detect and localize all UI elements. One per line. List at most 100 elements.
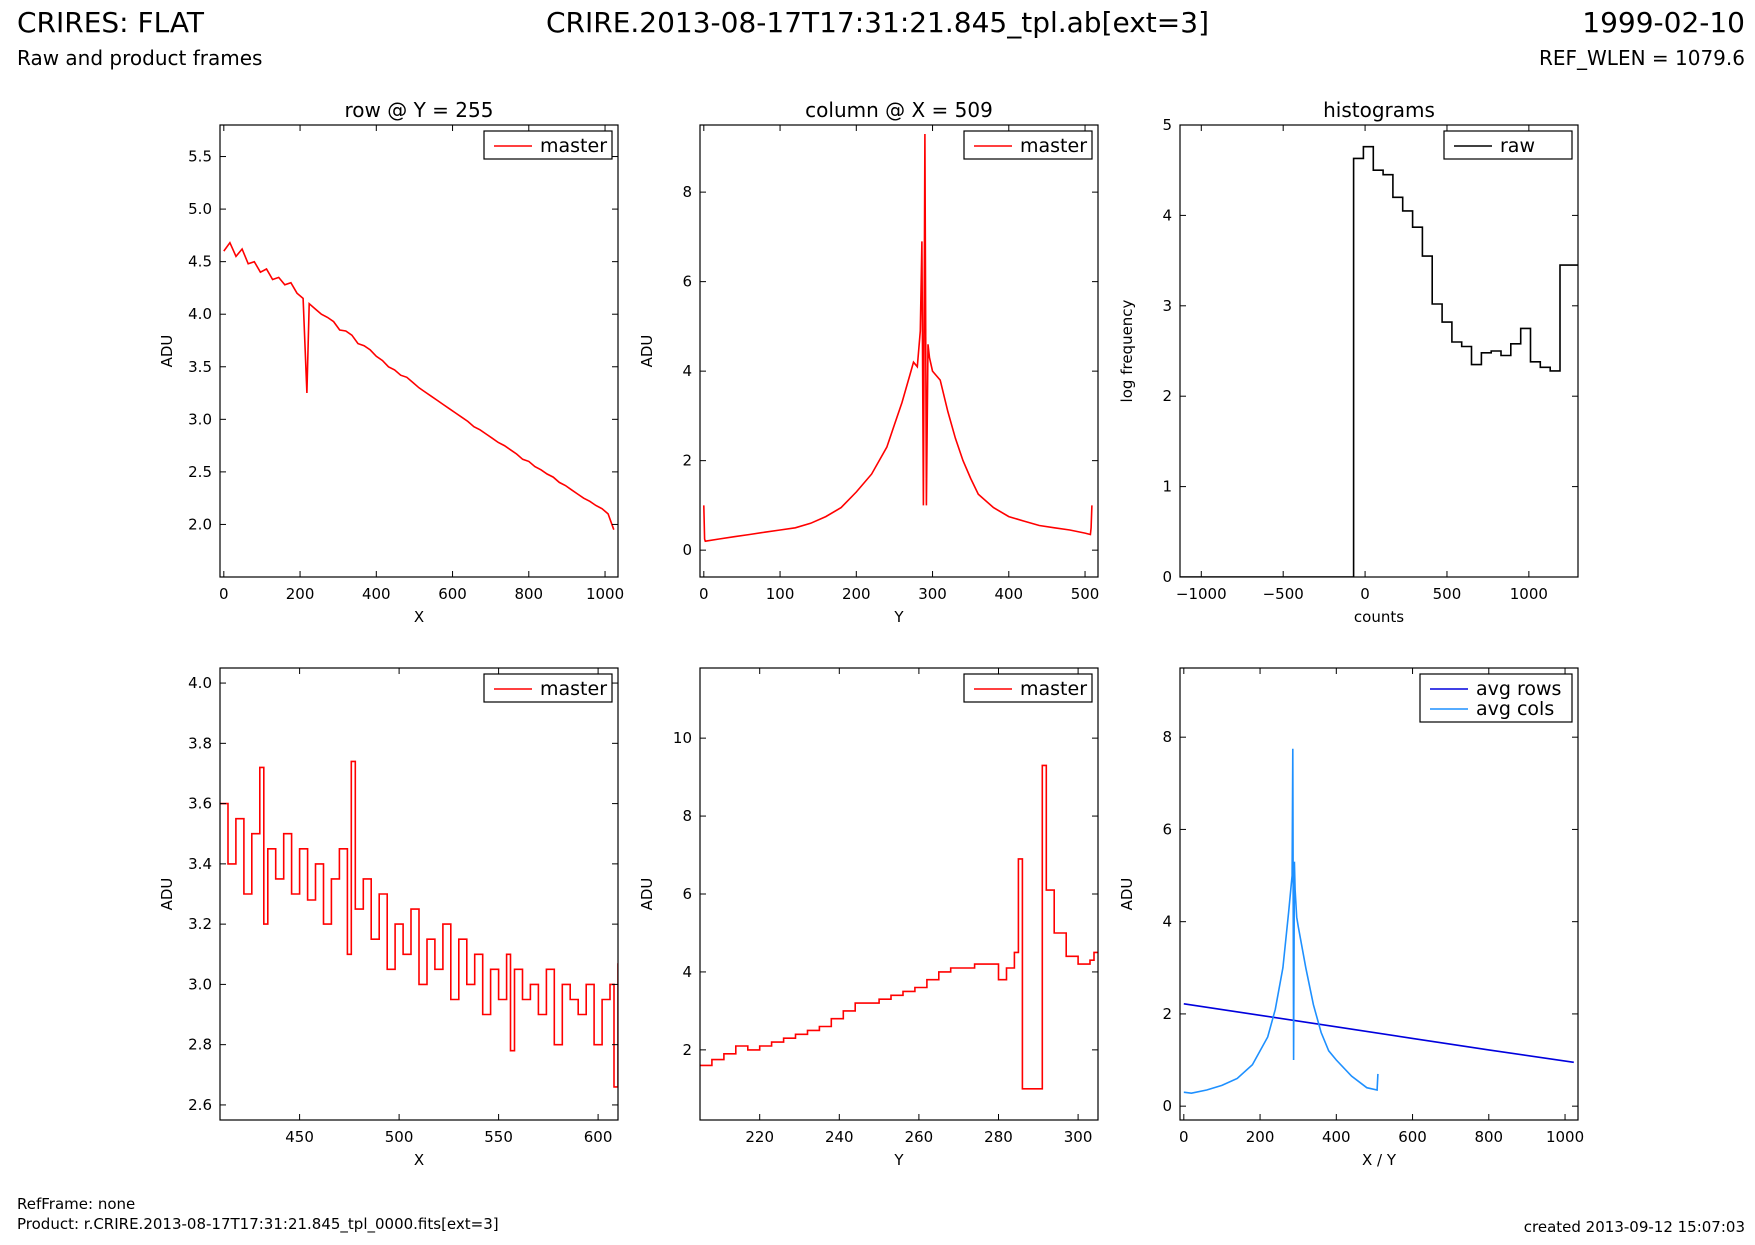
y-tick-label: 4: [682, 963, 692, 981]
legend-box: [1443, 130, 1573, 160]
x-tick-label: 550: [484, 1128, 513, 1146]
x-tick-label: 0: [1360, 585, 1370, 603]
product-label: Product: r.CRIRE.2013-08-17T17:31:21.845…: [17, 1215, 499, 1233]
legend-label: master: [540, 678, 607, 700]
y-tick-label: 4.5: [188, 253, 212, 271]
y-tick-label: 4.0: [188, 674, 212, 692]
y-tick-label: 3.4: [188, 855, 212, 873]
y-tick-label: 2: [682, 452, 692, 470]
series-line-column-0: [703, 133, 1093, 543]
series-line-avg-1: [1183, 748, 1379, 1095]
chart-row: 0 200 400 600 800 1000 2.0 2.5 3.0 3.5 4.0 4.5 5.0 5.…: [158, 98, 624, 626]
x-axis-label: counts: [1354, 608, 1404, 626]
plot-frame-column: [699, 124, 1099, 578]
chart-column: 0 100 200 300 400 500 0 2 4 6 8 column @ X = 509 Y AD…: [638, 98, 1099, 626]
legend-label: avg cols: [1476, 698, 1554, 720]
chart-row-zoom: 450 500 550 600 2.6 2.8 3.0 3.2 3.4 3.6 3.8 4.0 X ADU…: [158, 667, 619, 1169]
chart-avg: 0 200 400 600 800 1000 0 2 4 6 8 X / Y ADU avg rowsav…: [1118, 667, 1584, 1169]
plot-frame-avg: [1179, 667, 1579, 1121]
y-tick-label: 2.8: [188, 1036, 212, 1054]
x-tick-label: 240: [825, 1128, 854, 1146]
y-axis-label: ADU: [638, 878, 656, 911]
chart-title: column @ X = 509: [805, 98, 993, 122]
y-tick-label: 2.6: [188, 1096, 212, 1114]
legend-label: master: [1020, 135, 1087, 157]
legend-label: raw: [1500, 135, 1535, 157]
y-tick-label: 1: [1162, 478, 1172, 496]
x-axis-label: Y: [893, 1151, 904, 1169]
x-tick-label: 600: [438, 585, 467, 603]
x-tick-label: 800: [1474, 1128, 1503, 1146]
y-tick-label: 4: [1162, 913, 1172, 931]
page-title: CRIRES: FLAT: [17, 6, 204, 39]
x-tick-label: 0: [219, 585, 229, 603]
y-tick-label: 10: [673, 729, 692, 747]
series-line-column-zoom-0: [700, 764, 1098, 1090]
y-axis-label: ADU: [158, 335, 176, 368]
x-tick-label: −1000: [1176, 585, 1227, 603]
series-line-row-0: [223, 241, 615, 530]
legend-box: [1419, 673, 1573, 723]
y-tick-label: 2: [1162, 387, 1172, 405]
y-tick-label: 2.5: [188, 463, 212, 481]
y-tick-label: 0: [1162, 568, 1172, 586]
plot-frame-row: [219, 124, 619, 578]
x-axis-label: X / Y: [1362, 1151, 1397, 1169]
created-label: created 2013-09-12 15:07:03: [1523, 1218, 1745, 1236]
y-tick-label: 3.0: [188, 975, 212, 993]
x-tick-label: 300: [1064, 1128, 1093, 1146]
x-tick-label: 400: [1322, 1128, 1351, 1146]
y-tick-label: 4.0: [188, 305, 212, 323]
legend-box: [963, 130, 1093, 160]
chart-hist: −1000 −500 0 500 1000 0 1 2 3 4 5 histograms counts l…: [1118, 98, 1579, 626]
y-tick-label: 0: [682, 541, 692, 559]
y-tick-label: 3.5: [188, 358, 212, 376]
x-tick-label: 500: [1071, 585, 1100, 603]
ref-wlen-label: REF_WLEN = 1079.6: [1538, 46, 1745, 70]
file-title: CRIRE.2013-08-17T17:31:21.845_tpl.ab[ext…: [545, 6, 1209, 39]
y-tick-label: 6: [1162, 820, 1172, 838]
x-tick-label: 1000: [1546, 1128, 1584, 1146]
x-tick-label: 200: [286, 585, 315, 603]
x-tick-label: 400: [362, 585, 391, 603]
chart-column-zoom: 220 240 260 280 300 2 4 6 8 10 Y ADU master: [638, 667, 1099, 1169]
y-tick-label: 2: [1162, 1005, 1172, 1023]
y-tick-label: 8: [682, 807, 692, 825]
x-tick-label: 0: [699, 585, 709, 603]
x-tick-label: 600: [1398, 1128, 1427, 1146]
y-tick-label: 6: [682, 273, 692, 291]
x-tick-label: 0: [1179, 1128, 1189, 1146]
y-tick-label: 2: [682, 1041, 692, 1059]
series-line-avg-0: [1183, 1003, 1574, 1064]
y-axis-label: ADU: [638, 335, 656, 368]
plot-frame-hist: [1179, 124, 1579, 578]
x-tick-label: 600: [584, 1128, 613, 1146]
x-axis-label: X: [414, 1151, 424, 1169]
legend-box: [483, 673, 613, 703]
y-tick-label: 4: [682, 362, 692, 380]
chart-title: row @ Y = 255: [345, 98, 494, 122]
legend-label: master: [1020, 678, 1087, 700]
x-tick-label: 500: [385, 1128, 414, 1146]
legend-box: [483, 130, 613, 160]
y-axis-label: log frequency: [1118, 299, 1136, 402]
page-subtitle: Raw and product frames: [17, 46, 263, 70]
y-tick-label: 2.0: [188, 515, 212, 533]
y-tick-label: 5.0: [188, 200, 212, 218]
y-tick-label: 3.8: [188, 734, 212, 752]
x-tick-label: 800: [514, 585, 543, 603]
y-axis-label: ADU: [1118, 878, 1136, 911]
y-tick-label: 3.0: [188, 410, 212, 428]
series-line-row-zoom-0: [220, 760, 618, 1088]
y-tick-label: 5.5: [188, 148, 212, 166]
x-tick-label: 500: [1433, 585, 1462, 603]
x-tick-label: −500: [1263, 585, 1304, 603]
x-tick-label: 200: [842, 585, 871, 603]
x-tick-label: 400: [994, 585, 1023, 603]
y-tick-label: 5: [1162, 116, 1172, 134]
legend-label: avg rows: [1476, 678, 1561, 700]
legend-box: [963, 673, 1093, 703]
x-axis-label: X: [414, 608, 424, 626]
x-axis-label: Y: [893, 608, 904, 626]
